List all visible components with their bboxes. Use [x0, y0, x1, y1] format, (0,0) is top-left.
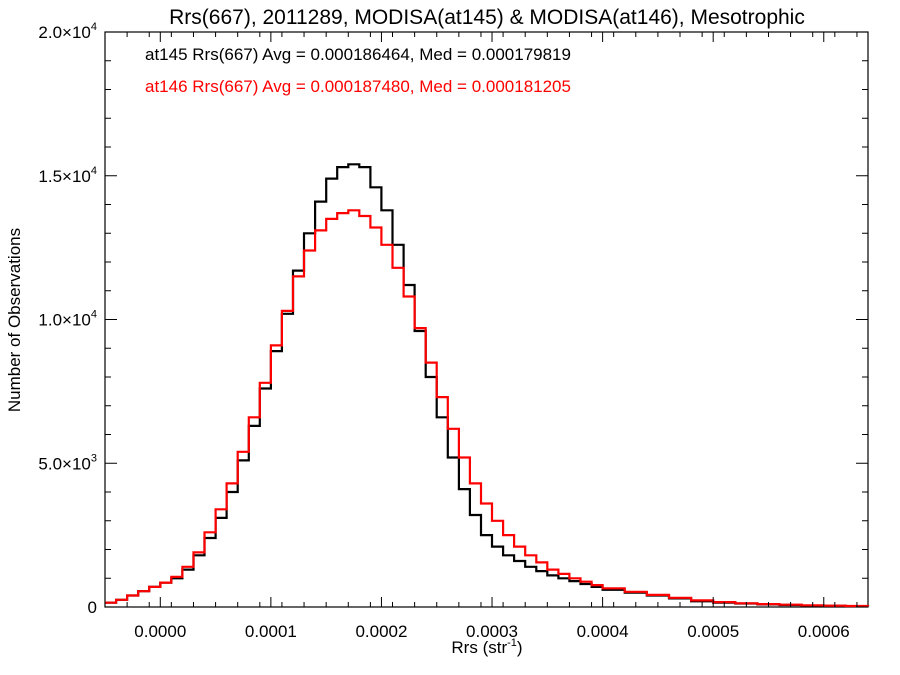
x-axis-label-main: Rrs (str [451, 638, 507, 657]
y-tick-label: 1.5×104 [38, 165, 97, 186]
plot-area: 0.0000 0.0001 0.0002 0.0003 0.0004 0.0005 0.00… [38, 21, 870, 641]
x-ticks: 0.0000 0.0001 0.0002 0.0003 0.0004 0.0005 0.00… [104, 32, 858, 641]
x-tick-label: 0.0005 [687, 622, 739, 641]
y-tick-label-base: 0 [88, 598, 97, 617]
y-tick-label-exp: 4 [91, 309, 97, 321]
legend-entry-at146: at146 Rrs(667) Avg = 0.000187480, Med = … [145, 77, 571, 96]
y-tick-label: 5.0×103 [38, 452, 97, 473]
y-tick-label-base: 5.0×10 [38, 454, 90, 473]
y-axis-label: Number of Observations [5, 228, 24, 412]
x-axis-label: Rrs (str-1) [451, 637, 522, 657]
y-tick-label-base: 1.0×10 [38, 311, 90, 330]
y-tick-label: 1.0×104 [38, 309, 97, 330]
y-tick-label-base: 1.5×10 [38, 167, 90, 186]
x-axis-label-sup: -1 [507, 637, 517, 649]
y-tick-label-exp: 4 [91, 21, 97, 33]
x-axis-label-close: ) [517, 638, 523, 657]
chart-title: Rrs(667), 2011289, MODISA(at145) & MODIS… [169, 6, 805, 29]
series-line-at146 [105, 209, 870, 608]
x-tick-label: 0.0006 [798, 622, 850, 641]
y-tick-label-base: 2.0×10 [38, 23, 90, 42]
x-tick-label: 0.0003 [466, 622, 518, 641]
series-line-at145 [105, 163, 870, 608]
plot-frame [104, 31, 869, 608]
series-layer [105, 163, 870, 608]
y-tick-label: 2.0×104 [38, 21, 97, 42]
y-tick-label: 0 [88, 598, 97, 617]
x-tick-label: 0.0004 [577, 622, 629, 641]
y-tick-label-exp: 3 [91, 452, 97, 464]
y-tick-label-exp: 4 [91, 165, 97, 177]
x-tick-label: 0.0000 [134, 622, 186, 641]
x-tick-label: 0.0001 [245, 622, 297, 641]
x-tick-label: 0.0002 [355, 622, 407, 641]
legend-entry-at145: at145 Rrs(667) Avg = 0.000186464, Med = … [145, 45, 571, 64]
